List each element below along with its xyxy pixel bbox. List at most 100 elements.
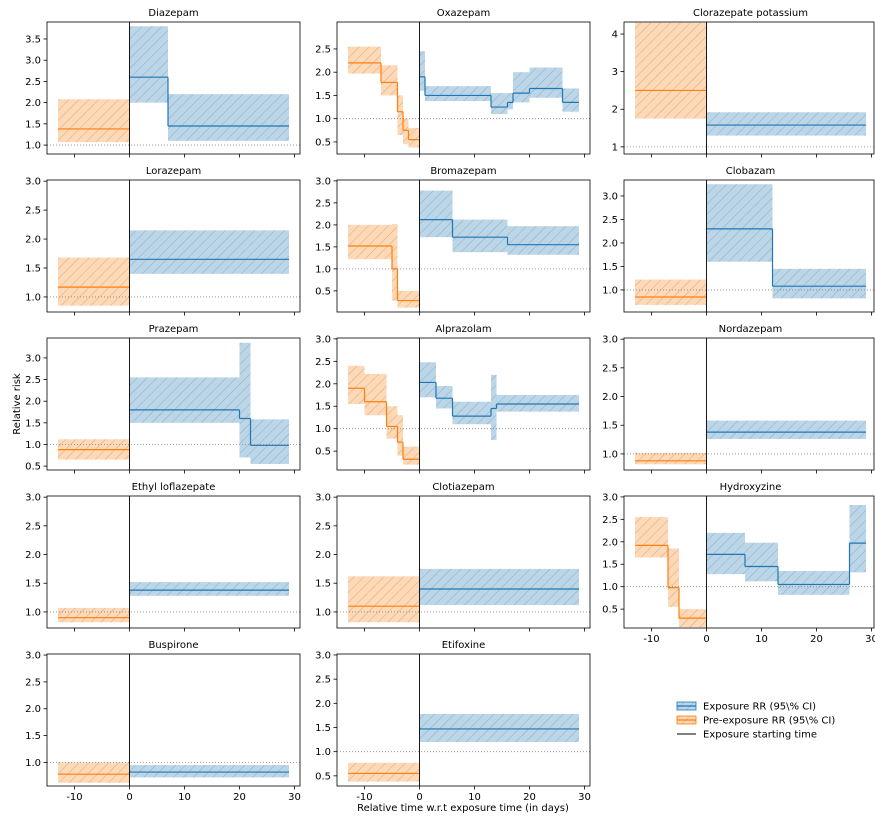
y-tick-label: 2.0: [25, 704, 41, 715]
ci-hatch: [772, 268, 866, 299]
y-tick-label: 1.5: [315, 579, 331, 590]
ci-hatch: [129, 765, 289, 778]
axes-frame: [336, 495, 591, 629]
x-tick-label: -10: [643, 634, 659, 645]
ci-hatch: [129, 377, 240, 423]
y-tick-label: 1.5: [602, 262, 618, 273]
panel-title: Ethyl loflazepate: [132, 482, 216, 493]
panel: Clotiazepam 1.0 1.5 2.0 2.5 3.0: [315, 482, 591, 632]
axes-frame: [46, 653, 301, 787]
plot-area: [337, 496, 590, 628]
ci-hatch: [635, 452, 707, 465]
ci-hatch: [129, 582, 289, 596]
y-tick-label: 2.0: [602, 537, 618, 548]
ci-hatch: [635, 279, 707, 305]
y-tick-label: 2.5: [25, 77, 41, 88]
ci-hatch: [58, 607, 130, 623]
axes-frame: [336, 337, 591, 471]
y-tick-label: 2.5: [315, 198, 331, 209]
y-tick-label: 3.0: [315, 493, 331, 504]
panel-title: Hydroxyzine: [720, 482, 782, 493]
x-axis-label: Relative time w.r.t exposure time (in da…: [357, 803, 569, 814]
y-tick-label: 3.0: [315, 176, 331, 187]
y-tick-label: 1.5: [315, 242, 331, 253]
ci-hatch: [58, 257, 130, 306]
panel-title: Bromazepam: [430, 166, 496, 177]
ci-hatch: [706, 420, 866, 440]
ci-hatch: [129, 230, 289, 274]
y-tick-label: 2.0: [25, 397, 41, 408]
y-tick-label: 1.0: [602, 582, 618, 593]
y-tick-label: 1.5: [25, 418, 41, 429]
y-tick-label: 1.5: [25, 579, 41, 590]
panel-title: Nordazepam: [719, 324, 783, 335]
ci-hatch: [348, 224, 392, 260]
plot-area: [337, 654, 590, 786]
y-tick-label: 3.0: [25, 177, 41, 188]
y-tick-label: 1: [612, 142, 618, 153]
y-tick-label: 3.0: [602, 492, 618, 503]
x-tick-label: 30: [288, 792, 301, 803]
x-tick-label: 10: [755, 634, 768, 645]
y-tick-label: 3.0: [25, 493, 41, 504]
plot-area: [337, 338, 590, 470]
ci-hatch: [392, 224, 398, 301]
ci-hatch: [58, 99, 130, 143]
y-tick-label: 1.0: [25, 141, 41, 152]
x-tick-label: 20: [810, 634, 823, 645]
axes-frame: [623, 495, 875, 629]
y-tick-label: 1.0: [315, 607, 331, 618]
y-tick-label: 2.0: [315, 379, 331, 390]
plot-area: [624, 180, 874, 312]
legend-label: Pre-exposure RR (95\% CI): [703, 716, 835, 727]
y-tick-label: 0.5: [25, 462, 41, 473]
ci-hatch: [403, 446, 420, 465]
ci-hatch: [419, 362, 436, 398]
plot-area: [624, 338, 874, 470]
axes-frame: [46, 21, 301, 155]
x-tick-label: 10: [178, 792, 191, 803]
y-tick-label: 3.0: [602, 335, 618, 346]
panel: Clorazepate potassium 1 2 3 4: [612, 8, 875, 158]
panel: Bromazepam 0.5 1.0 1.5 2.0 2.5 3.0: [315, 166, 591, 316]
y-tick-label: 2.0: [315, 68, 331, 79]
legend-label: Exposure RR (95\% CI): [703, 702, 816, 713]
panel: Nordazepam 1.0 1.5 2.0 2.5 3.0: [602, 324, 875, 474]
y-tick-label: 3.0: [25, 56, 41, 67]
ci-hatch: [706, 184, 773, 262]
y-tick-label: 3.0: [315, 650, 331, 661]
y-tick-label: 2.5: [25, 375, 41, 386]
ci-hatch: [348, 365, 365, 404]
y-tick-label: 2: [612, 105, 618, 116]
axes-frame: [46, 337, 301, 471]
y-tick-label: 2.0: [25, 550, 41, 561]
ci-hatch: [381, 65, 398, 96]
ci-hatch: [419, 713, 579, 742]
panel-title: Clobazam: [726, 166, 775, 177]
panel-title: Prazepam: [149, 324, 199, 335]
y-tick-label: 2.0: [602, 392, 618, 403]
plot-area: [624, 496, 874, 628]
y-tick-label: 1.5: [602, 560, 618, 571]
ci-hatch: [386, 406, 398, 439]
ci-hatch: [436, 386, 453, 409]
ci-hatch: [491, 374, 497, 440]
panel-title: Diazepam: [148, 8, 198, 19]
y-tick-label: 2.5: [315, 357, 331, 368]
y-tick-label: 2.5: [315, 521, 331, 532]
y-tick-label: 1.0: [25, 292, 41, 303]
y-tick-label: 2.0: [315, 699, 331, 710]
ci-hatch: [419, 190, 453, 238]
ci-hatch: [419, 568, 579, 606]
ci-hatch: [425, 86, 491, 102]
y-tick-label: 2.5: [602, 515, 618, 526]
x-tick-label: 20: [233, 792, 246, 803]
ci-hatch: [635, 517, 668, 558]
ci-hatch: [507, 226, 579, 255]
panel-title: Clotiazepam: [432, 482, 494, 493]
plot-area: [47, 22, 300, 154]
plot-area: [47, 496, 300, 628]
axes-frame: [46, 495, 301, 629]
y-tick-label: 1.5: [25, 264, 41, 275]
y-tick-label: 0.5: [315, 286, 331, 297]
